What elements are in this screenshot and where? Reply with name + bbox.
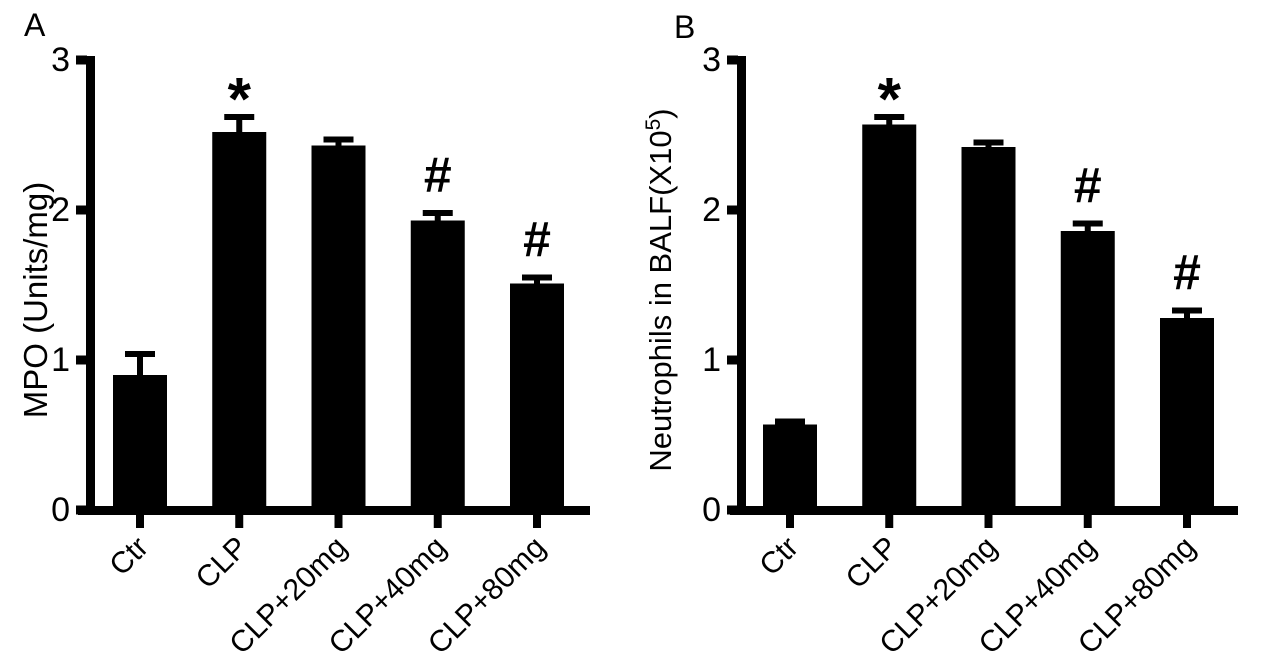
panel-a-letter: A: [24, 7, 46, 43]
panel-a-sig-marker: #: [523, 212, 551, 268]
panel-a-y-tick-label: 3: [51, 41, 70, 79]
panel-b-x-label-Ctr: Ctr: [753, 531, 805, 583]
panel-b-y-tick-label: 3: [702, 41, 721, 79]
panel-b-y-tick: [727, 505, 738, 515]
panel-a-y-tick: [76, 205, 87, 215]
panel-a-error-bar-cap: [323, 136, 354, 143]
panel-b-x-tick: [984, 515, 993, 528]
panel-b-bar-CLP+80mg: [1160, 318, 1214, 511]
panel-a-y-tick-label: 2: [51, 191, 70, 229]
panel-a-error-bar-cap: [422, 210, 453, 216]
panel-b-bar-Ctr: [763, 424, 817, 511]
panel-b-x-tick: [1083, 515, 1092, 528]
panel-b-y-axis: [737, 56, 746, 515]
panel-a-y-tick: [76, 505, 87, 515]
panel-b-y-tick: [727, 355, 738, 365]
panel-a-x-tick: [433, 515, 442, 528]
panel-a-sig-marker: *: [228, 66, 252, 133]
panel-a-sig-marker: #: [424, 147, 452, 203]
panel-b-error-bar-cap: [973, 139, 1004, 146]
panel-a-x-tick: [136, 515, 144, 528]
panel-b-error-bar-cap: [874, 114, 905, 120]
panel-a-bar-CLP+20mg: [311, 145, 366, 511]
panel-b-letter: B: [674, 9, 696, 45]
panel-b-x-label-CLP: CLP: [840, 531, 905, 596]
panel-b-error-bar-cap: [1172, 307, 1202, 314]
panel-a-y-tick: [76, 55, 87, 65]
panel-b-y-tick-label: 0: [702, 491, 721, 529]
panel-a-x-tick: [334, 515, 343, 528]
panel-b-error-bar-cap: [1072, 220, 1103, 227]
panel-b-y-tick: [727, 205, 738, 215]
panel-a-x-tick: [235, 515, 244, 528]
panel-a-bar-CLP+80mg: [510, 283, 564, 511]
panel-b-x-tick: [885, 515, 894, 528]
panel-a-error-bar-cap: [522, 274, 552, 281]
panel-a-x-label-Ctr: Ctr: [103, 531, 155, 583]
panel-a-y-axis: [86, 56, 95, 515]
panel-a-bar-Ctr: [113, 375, 167, 511]
panel-a-error-bar-stem: [137, 354, 143, 385]
panel-a-y-axis-label: MPO (Units/mg): [17, 182, 54, 419]
panel-b-error-bar-cap: [775, 418, 805, 425]
panel-b-bar-CLP: [862, 124, 917, 511]
panel-a-error-bar-cap: [125, 351, 155, 357]
panel-b-x-tick: [1183, 515, 1191, 528]
panel-b-y-axis-label: Neutrophils in BALF(X105): [642, 108, 678, 471]
panel-a-x-label-CLP: CLP: [190, 531, 255, 596]
panel-a-bar-CLP: [212, 132, 267, 511]
panel-b-bar-CLP+20mg: [961, 147, 1016, 511]
panel-b-sig-marker: *: [878, 66, 902, 133]
panel-a-y-tick: [76, 355, 87, 365]
panel-a-x-tick: [533, 515, 541, 528]
panel-b-sig-marker: #: [1074, 158, 1102, 214]
panel-b-y-tick-label: 2: [702, 191, 721, 229]
panel-a-error-bar-stem: [236, 117, 243, 142]
panel-b-x-tick: [786, 515, 794, 528]
panel-b-y-tick: [727, 55, 738, 65]
panel-a-bar-CLP+40mg: [410, 220, 465, 511]
panel-a-error-bar-cap: [224, 114, 255, 120]
panel-b-sig-marker: #: [1173, 245, 1201, 301]
panel-a-y-tick-label: 1: [51, 341, 70, 379]
panel-b-y-tick-label: 1: [702, 341, 721, 379]
panel-b-bar-CLP+40mg: [1060, 231, 1115, 511]
panel-a-y-tick-label: 0: [51, 491, 70, 529]
